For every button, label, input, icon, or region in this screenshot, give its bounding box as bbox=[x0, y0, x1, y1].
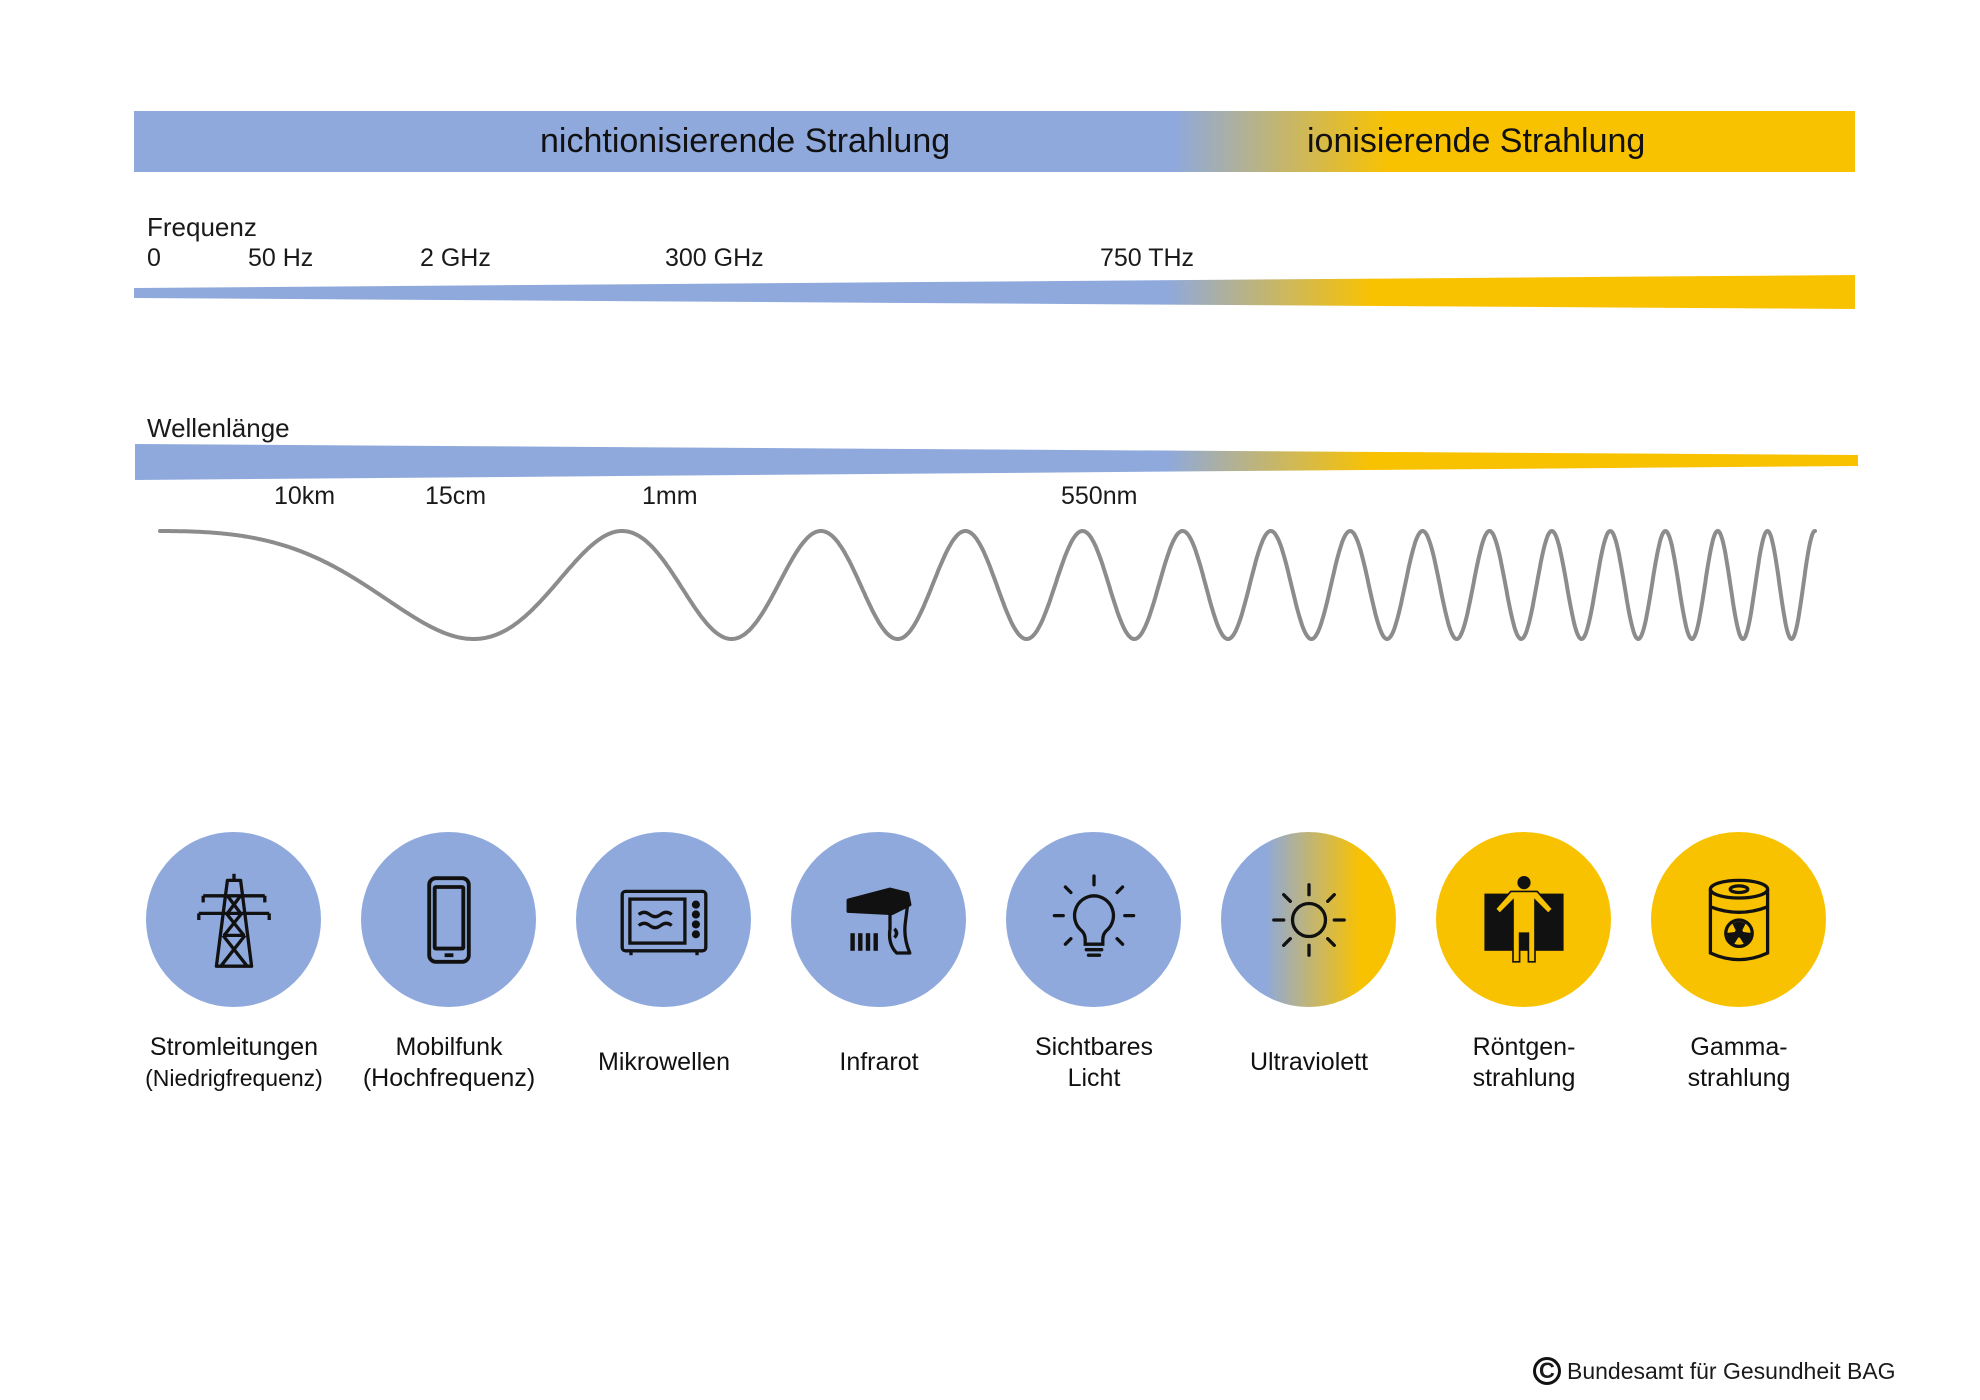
category-label-line2: Licht bbox=[1067, 1064, 1121, 1092]
power-pylon-icon bbox=[196, 873, 271, 968]
microwave-icon bbox=[620, 889, 707, 955]
category-label-mobile: Mobilfunk (Hochfrequenz) bbox=[349, 1032, 549, 1094]
mobile-phone-icon bbox=[426, 875, 471, 964]
copyright-text: Bundesamt für Gesundheit BAG bbox=[1567, 1357, 1896, 1384]
category-label-visible-light: Sichtbares Licht bbox=[994, 1032, 1194, 1094]
frequency-tick: 750 THz bbox=[1100, 244, 1195, 272]
frequency-tick: 2 GHz bbox=[420, 244, 491, 272]
category-label-line1: Mobilfunk bbox=[395, 1033, 503, 1061]
category-circle-visible-light bbox=[1006, 832, 1181, 1007]
light-bulb-icon bbox=[1052, 873, 1135, 957]
sun-icon bbox=[1271, 882, 1346, 957]
frequency-tick: 0 bbox=[147, 244, 161, 272]
copyright-icon: C bbox=[1533, 1357, 1561, 1385]
category-label-line1: Mikrowellen bbox=[598, 1048, 730, 1076]
radiation-type-band bbox=[134, 111, 1855, 172]
wavelength-wedge bbox=[135, 444, 1858, 480]
category-circle-gamma bbox=[1651, 832, 1826, 1007]
wave-line bbox=[158, 528, 1817, 642]
wavelength-title: Wellenlänge bbox=[147, 413, 290, 443]
category-label-gamma: Gamma- strahlung bbox=[1639, 1032, 1839, 1094]
category-label-ultraviolet: Ultraviolett bbox=[1209, 1047, 1409, 1078]
category-label-line1: Gamma- bbox=[1690, 1033, 1788, 1061]
category-label-line2: strahlung bbox=[1687, 1064, 1791, 1092]
category-label-power-lines: Stromleitungen (Niedrigfrequenz) bbox=[134, 1032, 334, 1094]
frequency-wedge bbox=[134, 275, 1855, 309]
category-label-infrared: Infrarot bbox=[779, 1047, 979, 1078]
category-circle-mobile bbox=[361, 832, 536, 1007]
category-label-line1: Ultraviolett bbox=[1249, 1048, 1369, 1076]
wavelength-tick: 15cm bbox=[425, 482, 487, 510]
category-label-line2: (Niedrigfrequenz) bbox=[145, 1065, 323, 1091]
copyright-notice: C Bundesamt für Gesundheit BAG bbox=[1533, 1357, 1896, 1385]
category-circle-microwave bbox=[576, 832, 751, 1007]
category-circle-power-lines bbox=[146, 832, 321, 1007]
spectrum-wedges bbox=[134, 275, 1858, 480]
wavelength-tick: 1mm bbox=[642, 482, 698, 510]
frequency-tick: 300 GHz bbox=[665, 244, 764, 272]
ionizing-label: ionisierende Strahlung bbox=[1307, 122, 1646, 160]
category-label-line2: (Hochfrequenz) bbox=[362, 1064, 536, 1092]
wavelength-tick: 550nm bbox=[1061, 482, 1138, 510]
category-label-line1: Infrarot bbox=[839, 1048, 919, 1076]
category-circle-infrared bbox=[791, 832, 966, 1007]
category-label-xray: Röntgen- strahlung bbox=[1424, 1032, 1624, 1094]
xray-person-icon bbox=[1483, 875, 1564, 963]
wave-illustration bbox=[158, 528, 1817, 642]
wavelength-tick: 10km bbox=[274, 482, 336, 510]
nonionizing-label: nichtionisierende Strahlung bbox=[540, 122, 951, 160]
category-label-line1: Stromleitungen bbox=[149, 1033, 319, 1061]
frequency-title: Frequenz bbox=[147, 212, 257, 242]
category-label-microwave: Mikrowellen bbox=[564, 1047, 764, 1078]
category-circle-xray bbox=[1436, 832, 1611, 1007]
category-circle-ultraviolet bbox=[1221, 832, 1396, 1007]
infrared-heater-icon bbox=[846, 887, 911, 955]
category-label-line1: Sichtbares bbox=[1034, 1033, 1154, 1061]
category-label-line1: Röntgen- bbox=[1472, 1033, 1576, 1061]
category-label-line2: strahlung bbox=[1472, 1064, 1576, 1092]
radioactive-barrel-icon bbox=[1708, 878, 1769, 961]
frequency-tick: 50 Hz bbox=[248, 244, 314, 272]
